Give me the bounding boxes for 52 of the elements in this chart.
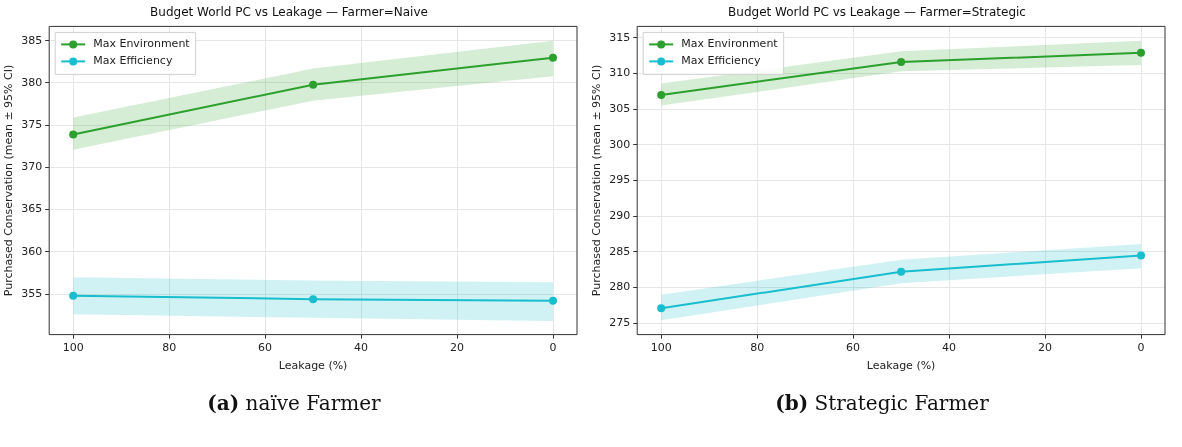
x-tick-label: 80	[750, 341, 765, 355]
y-axis-title: Purchased Conservation (mean ± 95% CI)	[590, 64, 604, 297]
text: (a) naïve Farmer	[207, 391, 381, 415]
x-tick-label: 20	[450, 341, 465, 355]
y-tick-label: 355	[21, 286, 43, 300]
y-tick-label: 280	[609, 280, 631, 294]
x-tick-label: 100	[62, 341, 84, 355]
y-tick-label: 370	[21, 160, 43, 174]
legend-label: Max Environment	[681, 37, 779, 51]
point	[549, 296, 558, 305]
x-tick-label: 60	[846, 341, 861, 355]
chart-title: Budget World PC vs Leakage — Farmer=Naive	[150, 5, 428, 20]
point	[309, 295, 318, 304]
point	[69, 130, 78, 139]
y-tick-label: 385	[21, 33, 43, 47]
point	[657, 90, 666, 99]
y-tick-label: 285	[609, 244, 631, 258]
x-tick-label: 40	[942, 341, 957, 355]
x-axis-title: Leakage (%)	[866, 359, 936, 373]
point	[897, 58, 906, 67]
y-tick-label: 380	[21, 75, 43, 89]
chart-title: Budget World PC vs Leakage — Farmer=Strategic	[728, 5, 1026, 20]
point	[549, 53, 558, 62]
x-axis-title: Leakage (%)	[278, 359, 348, 373]
x-tick-label: 0	[549, 341, 557, 355]
y-tick-label: 290	[609, 209, 631, 223]
x-tick-label: 0	[1137, 341, 1145, 355]
point	[69, 291, 78, 300]
point	[897, 267, 906, 276]
x-tick-label: 100	[650, 341, 672, 355]
x-tick-label: 20	[1038, 341, 1053, 355]
x-tick-label: 60	[258, 341, 273, 355]
point	[1137, 251, 1146, 260]
point	[657, 304, 666, 313]
y-tick-label: 275	[609, 316, 631, 330]
point	[1137, 48, 1146, 57]
y-tick-label: 365	[21, 202, 43, 216]
legend-label: Max Efficiency	[93, 54, 173, 68]
x-tick-label: 40	[354, 341, 369, 355]
y-tick-label: 300	[609, 137, 631, 151]
legend-label: Max Efficiency	[681, 54, 761, 68]
point	[309, 80, 318, 89]
y-tick-label: 305	[609, 102, 631, 116]
legend-label: Max Environment	[93, 37, 191, 51]
text: (b) Strategic Farmer	[775, 391, 989, 415]
y-axis-title: Purchased Conservation (mean ± 95% CI)	[2, 64, 16, 297]
y-tick-label: 310	[609, 66, 631, 80]
y-tick-label: 295	[609, 173, 631, 187]
x-tick-label: 80	[162, 341, 177, 355]
y-tick-label: 315	[609, 30, 631, 44]
y-tick-label: 360	[21, 244, 43, 258]
y-tick-label: 375	[21, 118, 43, 132]
